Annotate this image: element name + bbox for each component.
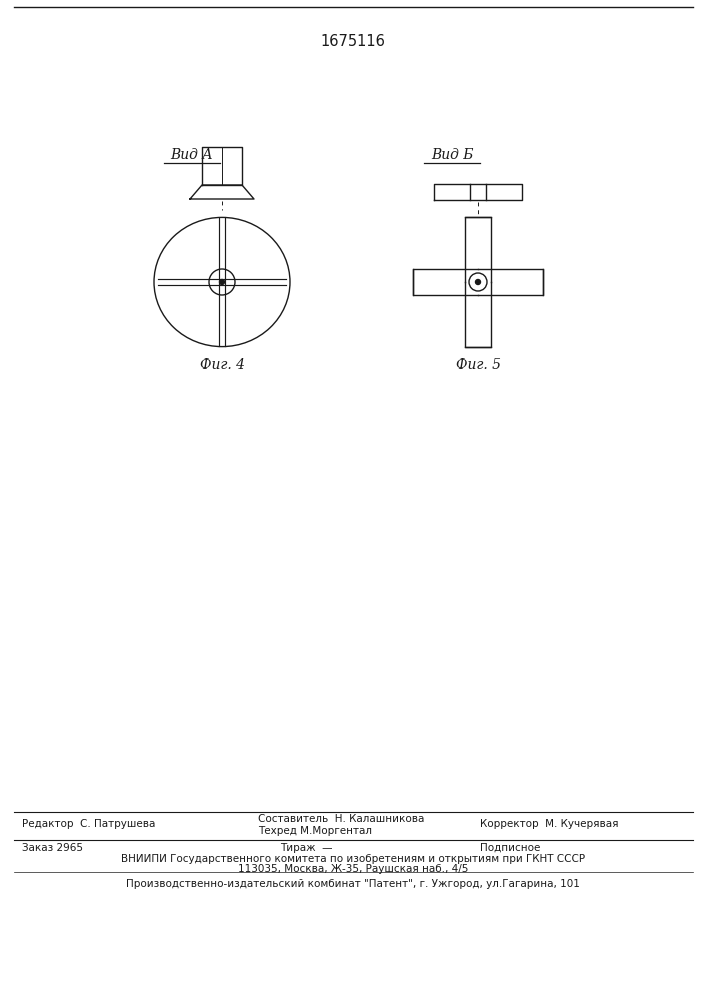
Text: Вид А: Вид А bbox=[170, 148, 214, 162]
Text: Заказ 2965: Заказ 2965 bbox=[22, 843, 83, 853]
Text: Редактор  С. Патрушева: Редактор С. Патрушева bbox=[22, 819, 156, 829]
Text: Составитель  Н. Калашникова: Составитель Н. Калашникова bbox=[258, 814, 424, 824]
Text: Вид Б: Вид Б bbox=[431, 148, 473, 162]
Text: 1675116: 1675116 bbox=[320, 34, 385, 49]
Text: Техред М.Моргентал: Техред М.Моргентал bbox=[258, 826, 372, 836]
Text: 113035, Москва, Ж-35, Раушская наб., 4/5: 113035, Москва, Ж-35, Раушская наб., 4/5 bbox=[238, 864, 468, 874]
Text: Тираж  —: Тираж — bbox=[280, 843, 332, 853]
Text: Производственно-издательский комбинат "Патент", г. Ужгород, ул.Гагарина, 101: Производственно-издательский комбинат "П… bbox=[126, 879, 580, 889]
Text: ВНИИПИ Государственного комитета по изобретениям и открытиям при ГКНТ СССР: ВНИИПИ Государственного комитета по изоб… bbox=[121, 854, 585, 864]
Circle shape bbox=[476, 279, 481, 284]
Text: Фиг. 5: Фиг. 5 bbox=[455, 358, 501, 372]
Text: Корректор  М. Кучерявая: Корректор М. Кучерявая bbox=[480, 819, 619, 829]
Text: Подписное: Подписное bbox=[480, 843, 540, 853]
Circle shape bbox=[219, 279, 225, 284]
Text: Фиг. 4: Фиг. 4 bbox=[199, 358, 245, 372]
